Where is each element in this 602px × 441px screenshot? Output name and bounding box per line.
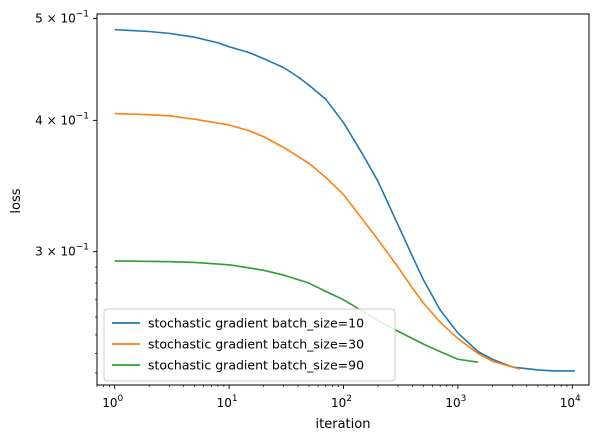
y-axis-ticks: 3 × 10−1 4 × 10−1 5 × 10−1 bbox=[35, 10, 97, 374]
x-tick-label: 102 bbox=[331, 394, 352, 410]
y-tick-label: 5 × 10−1 bbox=[35, 10, 89, 26]
legend-label-2: stochastic gradient batch_size=30 bbox=[148, 337, 364, 352]
x-tick-label: 101 bbox=[217, 394, 238, 410]
x-axis-label: iteration bbox=[316, 417, 371, 432]
legend-label-1: stochastic gradient batch_size=10 bbox=[148, 316, 364, 331]
x-tick-label: 103 bbox=[445, 394, 466, 410]
x-axis-ticks: 100 101 102 103 104 bbox=[96, 385, 581, 410]
y-tick-label: 4 × 10−1 bbox=[35, 111, 89, 127]
y-tick-label: 3 × 10−1 bbox=[35, 243, 89, 259]
series-line-1 bbox=[114, 28, 575, 372]
x-tick-label: 100 bbox=[102, 394, 123, 410]
plot-frame bbox=[96, 13, 590, 386]
series-layer bbox=[114, 28, 575, 372]
series-line-3 bbox=[114, 260, 479, 363]
series-line-2 bbox=[114, 112, 521, 370]
legend: stochastic gradient batch_size=10stochas… bbox=[103, 308, 396, 382]
legend-label-3: stochastic gradient batch_size=90 bbox=[148, 358, 364, 373]
x-tick-label: 104 bbox=[560, 394, 581, 410]
legend-box bbox=[103, 308, 396, 382]
y-axis-label: loss bbox=[9, 188, 24, 213]
